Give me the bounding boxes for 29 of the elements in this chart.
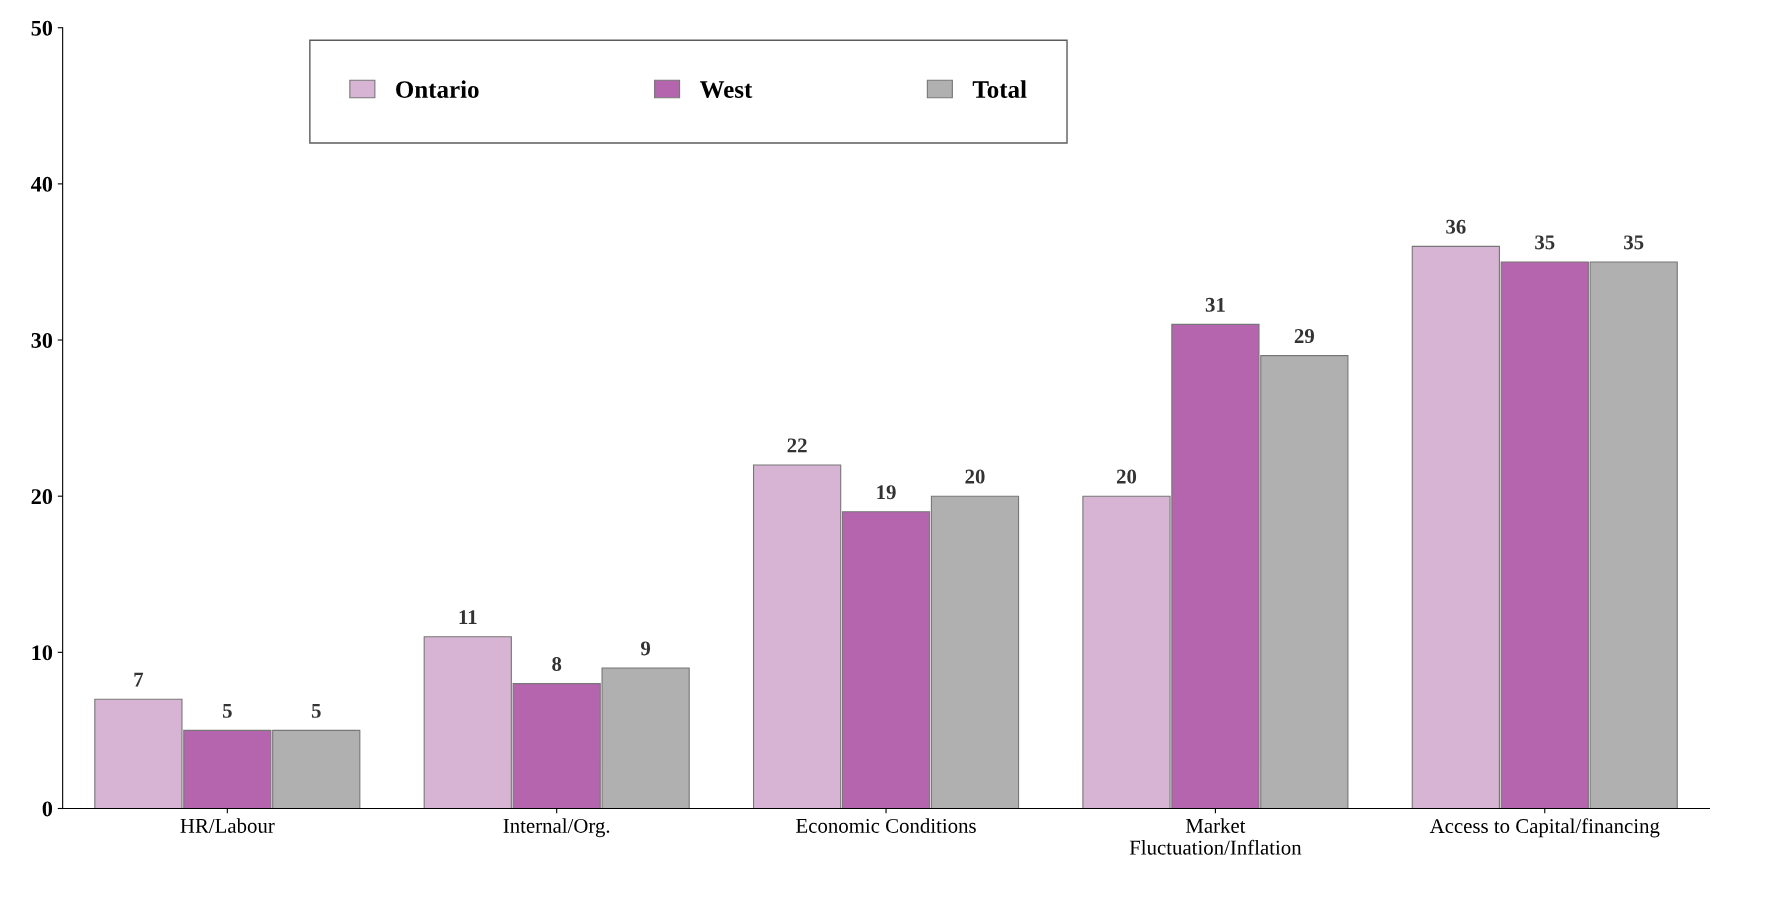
y-tick-label: 50 <box>31 20 53 36</box>
data-label: 20 <box>965 469 985 484</box>
legend-label: Total <box>972 80 1027 98</box>
data-label: 11 <box>459 610 477 624</box>
data-label: 19 <box>877 485 896 500</box>
data-label: 5 <box>222 704 232 718</box>
y-tick-label: 40 <box>31 176 53 192</box>
data-label: 8 <box>552 656 562 672</box>
y-tick-label: 30 <box>31 332 53 348</box>
data-label: 29 <box>1294 329 1314 344</box>
y-tick-label: 0 <box>42 801 53 817</box>
x-tick-label: Access to Capital/financing <box>1429 818 1660 838</box>
data-label: 36 <box>1446 219 1466 234</box>
x-tick-label: Market Fluctuation/Inflation <box>1129 818 1302 855</box>
data-label: 31 <box>1205 297 1225 312</box>
data-label: 7 <box>134 672 144 687</box>
x-tick-label: HR/Labour <box>180 818 275 833</box>
legend-label: Ontario <box>396 80 479 98</box>
data-label: 20 <box>1116 469 1137 484</box>
legend-label: West <box>699 81 753 99</box>
data-label: 35 <box>1624 235 1644 250</box>
data-label: 9 <box>640 641 651 656</box>
y-tick-label: 10 <box>32 645 53 661</box>
data-label: 22 <box>787 438 807 453</box>
x-tick-label: Economic Conditions <box>796 818 976 833</box>
data-label: 5 <box>311 704 321 718</box>
data-label: 35 <box>1535 235 1555 250</box>
x-tick-label: Internal/Org. <box>503 818 610 838</box>
y-tick-label: 20 <box>31 489 53 505</box>
